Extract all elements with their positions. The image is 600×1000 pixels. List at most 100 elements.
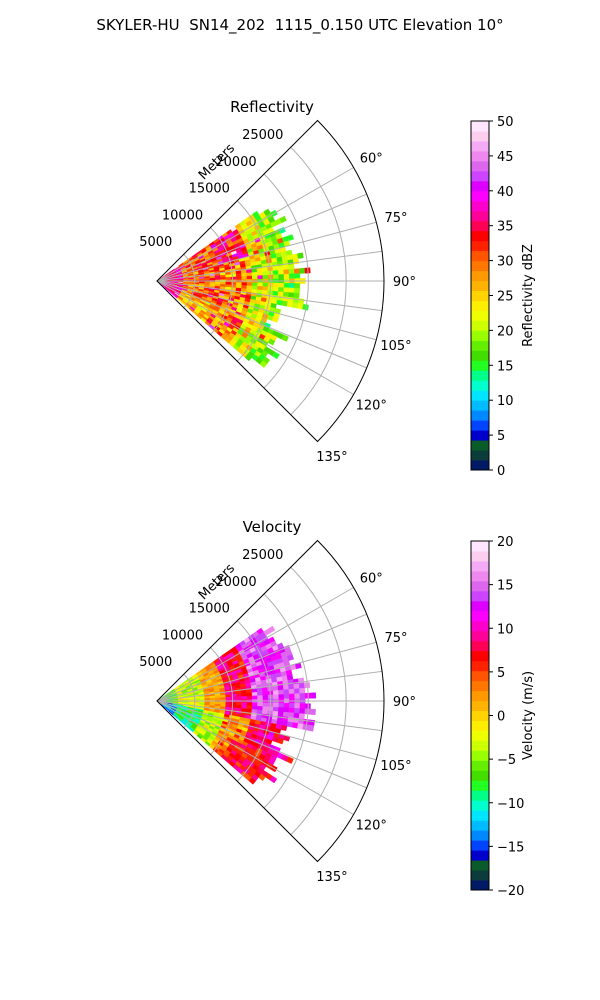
colorbar-bin	[471, 310, 489, 321]
colorbar-tick-label: 30	[497, 255, 514, 270]
azimuth-tick-label: 60°	[360, 571, 383, 586]
colorbar: 0 5 10 15 20 25 30 35 40 45 50 Reflectivity dBZ	[470, 115, 536, 479]
colorbar-bin	[471, 550, 489, 562]
radar-bin	[241, 272, 248, 277]
radar-bin	[241, 702, 248, 706]
radar-bin	[282, 291, 290, 298]
colorbar-bin	[471, 850, 489, 861]
radar-bin	[252, 702, 258, 707]
colorbar-bin	[471, 620, 489, 632]
radar-bin	[283, 287, 290, 293]
panel-title: Velocity	[243, 518, 302, 536]
radar-bin	[252, 282, 258, 287]
colorbar-bin	[471, 200, 489, 212]
radar-bin	[244, 354, 252, 362]
radar-bin	[273, 694, 280, 700]
radar-bin	[278, 694, 285, 700]
colorbar-tick-label: 20	[497, 535, 514, 550]
radar-bin	[294, 273, 301, 279]
radar-bin	[277, 265, 284, 271]
colorbar-bin	[471, 160, 489, 172]
radar-bin	[262, 706, 269, 711]
colorbar-bin	[471, 860, 489, 871]
radar-bin	[286, 234, 295, 241]
colorbar-bin	[471, 390, 489, 401]
colorbar-tick-label: 40	[497, 185, 514, 200]
radar-bin	[297, 252, 304, 259]
colorbar-bin	[471, 630, 489, 642]
range-tick-label: 25000	[242, 548, 283, 563]
radar-bin	[283, 689, 290, 695]
colorbar: −20 −15 −10 −5 0 5 10 15 20 Velocity (m/s)	[470, 535, 536, 899]
colorbar-bin	[471, 570, 489, 582]
radar-bin	[289, 283, 295, 289]
colorbar-bin	[471, 730, 489, 741]
azimuth-tick-label: 120°	[356, 819, 387, 834]
colorbar-bin	[471, 440, 489, 451]
colorbar-bin	[471, 610, 489, 622]
radar-bin	[261, 267, 269, 272]
colorbar-bin	[471, 820, 489, 831]
colorbar-bin	[471, 790, 489, 801]
colorbar-bin	[471, 690, 489, 702]
radar-bin	[267, 625, 276, 634]
colorbar-bin	[471, 430, 489, 441]
colorbar-tick-label: −10	[497, 797, 524, 812]
azimuth-gridline	[156, 587, 354, 702]
radar-bin	[259, 360, 268, 368]
colorbar-bin	[471, 330, 489, 341]
colorbar-bin	[471, 420, 489, 431]
radar-bin	[262, 694, 269, 700]
radar-bin	[293, 287, 301, 294]
radar-bin	[280, 725, 288, 732]
colorbar-bin	[471, 270, 489, 282]
radar-bin	[257, 271, 264, 276]
azimuth-tick-label: 135°	[316, 450, 347, 465]
colorbar-tick-label: −15	[497, 840, 524, 855]
colorbar-tick-label: −5	[497, 753, 516, 768]
colorbar-bin	[471, 680, 489, 692]
radar-bin	[246, 695, 253, 700]
range-tick-label: 20000	[215, 575, 256, 590]
radar-bin	[251, 692, 258, 697]
figure-title: SKYLER-HU SN14_202 1115_0.150 UTC Elevat…	[96, 16, 504, 34]
radar-bin	[262, 702, 269, 708]
radar-bin	[272, 351, 280, 360]
colorbar-bin	[471, 190, 489, 202]
colorbar-bin	[471, 840, 489, 851]
radar-bin	[262, 286, 269, 291]
colorbar-tick-label: 45	[497, 150, 514, 165]
radar-bin	[251, 272, 258, 277]
radar-bin	[241, 692, 248, 697]
radar-bin	[281, 334, 289, 342]
colorbar-bin	[471, 830, 489, 841]
colorbar-bin	[471, 580, 489, 592]
colorbar-tick-label: 0	[497, 710, 505, 725]
azimuth-tick-label: 105°	[380, 339, 411, 354]
azimuth-gridline	[156, 700, 367, 789]
radar-bin	[235, 273, 242, 278]
radar-bin	[288, 712, 295, 719]
radar-bin	[286, 654, 295, 661]
range-tick-label: 20000	[215, 155, 256, 170]
colorbar-label: Velocity (m/s)	[521, 671, 536, 760]
radar-bin	[261, 687, 269, 692]
radar-bin	[293, 268, 301, 275]
radar-bin	[283, 273, 290, 279]
colorbar-bin	[471, 710, 489, 721]
azimuth-gridline	[156, 700, 354, 815]
radar-bin	[299, 693, 306, 699]
radar-bin	[225, 276, 232, 281]
radar-bin	[309, 708, 316, 716]
radar-bin	[282, 264, 290, 271]
radar-bin	[278, 702, 285, 708]
radar-bin	[278, 269, 285, 275]
radar-bin	[289, 273, 295, 279]
radar-bin	[278, 282, 285, 288]
colorbar-tick-label: 10	[497, 394, 514, 409]
colorbar-bin	[471, 660, 489, 672]
radar-bin	[278, 689, 285, 695]
radar-bin	[257, 706, 264, 711]
range-tick-label: 10000	[162, 208, 203, 223]
radar-bin	[282, 711, 290, 718]
